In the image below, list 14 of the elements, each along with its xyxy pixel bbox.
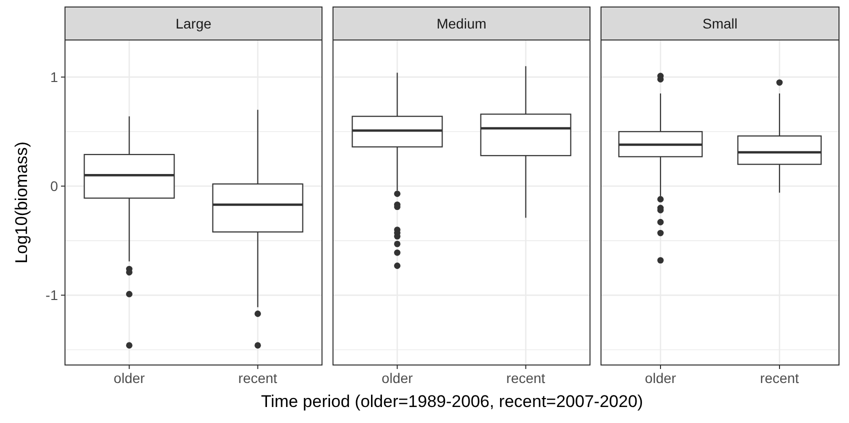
x-tick-label: older [382, 370, 414, 386]
y-tick-label: 1 [50, 68, 58, 85]
x-tick-label: older [644, 370, 676, 386]
x-tick-label: older [114, 370, 146, 386]
x-tick-label: recent [238, 370, 278, 386]
x-tick-label: recent [506, 370, 546, 386]
x-axis-title: Time period (older=1989-2006, recent=2007-2020) [260, 392, 644, 411]
y-tick-label: -1 [46, 287, 58, 304]
y-axis-title: Log10(biomass) [12, 142, 31, 264]
x-tick-label: recent [760, 370, 800, 386]
chart-title: Large [176, 15, 212, 32]
chart-title: Small [702, 15, 738, 32]
chart-title: Medium [436, 15, 486, 32]
y-tick-label: 0 [50, 178, 58, 194]
